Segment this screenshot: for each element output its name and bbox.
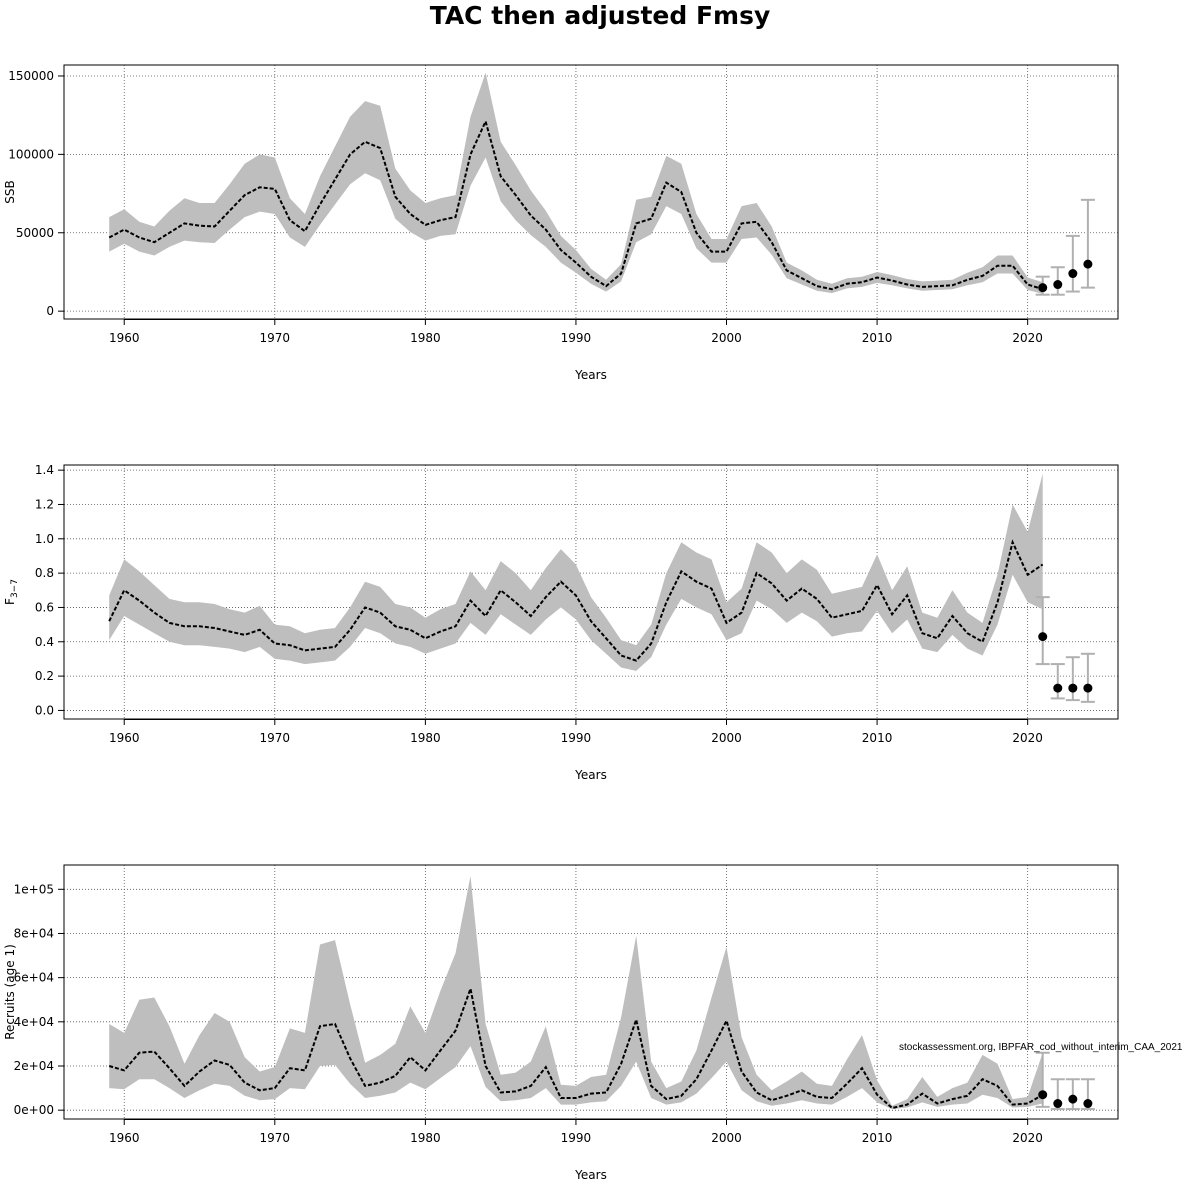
estimate-line: [108, 539, 1044, 662]
x-tick-label: 2010: [862, 731, 893, 745]
x-tick-label: 2020: [1012, 331, 1043, 345]
y-tick-label: 0.4: [35, 635, 54, 649]
chart-title: TAC then adjusted Fmsy: [429, 1, 771, 30]
y-tick-label: 6e+04: [14, 971, 54, 985]
y-tick-label: 100000: [8, 147, 54, 161]
y-tick-label: 1e+05: [14, 882, 54, 896]
estimate-line: [108, 118, 1043, 291]
y-axis-title-main: F: [3, 598, 17, 605]
x-tick-label: 1980: [410, 331, 441, 345]
y-tick-label: 0.8: [35, 566, 54, 580]
y-tick-label: 1.4: [35, 463, 54, 477]
confidence-band: [109, 72, 1043, 294]
y-tick-label: 2e+04: [14, 1059, 54, 1073]
x-tick-label: 1970: [260, 731, 291, 745]
y-tick-label: 8e+04: [14, 926, 54, 940]
x-tick-label: 1990: [561, 331, 592, 345]
x-tick-label: 1960: [109, 331, 140, 345]
forecast-point: [1038, 283, 1048, 293]
forecast-point: [1053, 280, 1063, 290]
forecast-point: [1068, 1094, 1078, 1104]
confidence-band: [109, 876, 1043, 1110]
x-tick-label: 2000: [711, 331, 742, 345]
x-tick-label: 1980: [410, 1131, 441, 1145]
x-axis-title: Years: [574, 368, 607, 382]
forecast-point: [1053, 683, 1063, 693]
y-tick-label: 1.2: [35, 497, 54, 511]
x-tick-label: 2020: [1012, 731, 1043, 745]
watermark-note: stockassessment.org, IBPFAR_cod_without_…: [899, 1042, 1183, 1053]
y-axis-title: Recruits (age 1): [3, 944, 17, 1040]
x-tick-label: 1970: [260, 331, 291, 345]
x-tick-label: 1970: [260, 1131, 291, 1145]
x-tick-label: 1960: [109, 1131, 140, 1145]
y-axis-title: F3−7: [3, 579, 20, 605]
x-tick-label: 2010: [862, 1131, 893, 1145]
confidence-band: [109, 473, 1043, 671]
y-tick-label: 0.0: [35, 703, 54, 717]
x-tick-label: 2010: [862, 331, 893, 345]
y-axis-title-subscript: 3−7: [10, 579, 20, 598]
forecast-point: [1038, 632, 1048, 642]
x-tick-label: 1990: [561, 731, 592, 745]
y-tick-label: 1.0: [35, 532, 54, 546]
y-tick-label: 150000: [8, 69, 54, 83]
forecast-point: [1083, 1099, 1093, 1109]
forecast-point: [1083, 683, 1093, 693]
x-tick-label: 2000: [711, 731, 742, 745]
y-tick-label: 0.6: [35, 600, 54, 614]
x-tick-label: 2020: [1012, 1131, 1043, 1145]
y-axis-title: SSB: [3, 180, 17, 203]
y-tick-label: 0.2: [35, 669, 54, 683]
forecast-point: [1038, 1090, 1048, 1100]
plot-frame: [63, 464, 1119, 720]
x-tick-label: 1960: [109, 731, 140, 745]
forecast-point: [1053, 1099, 1063, 1109]
x-tick-label: 2000: [711, 1131, 742, 1145]
x-axis-title: Years: [574, 1168, 607, 1182]
forecast-point: [1068, 269, 1078, 279]
forecast-point: [1068, 683, 1078, 693]
y-tick-label: 50000: [16, 226, 54, 240]
x-tick-label: 1990: [561, 1131, 592, 1145]
y-tick-label: 4e+04: [14, 1015, 54, 1029]
y-tick-label: 0e+00: [14, 1103, 54, 1117]
y-tick-label: 0: [46, 304, 54, 318]
estimate-line: [108, 984, 1044, 1110]
forecast-point: [1083, 259, 1093, 269]
x-axis-title: Years: [574, 768, 607, 782]
x-tick-label: 1980: [410, 731, 441, 745]
